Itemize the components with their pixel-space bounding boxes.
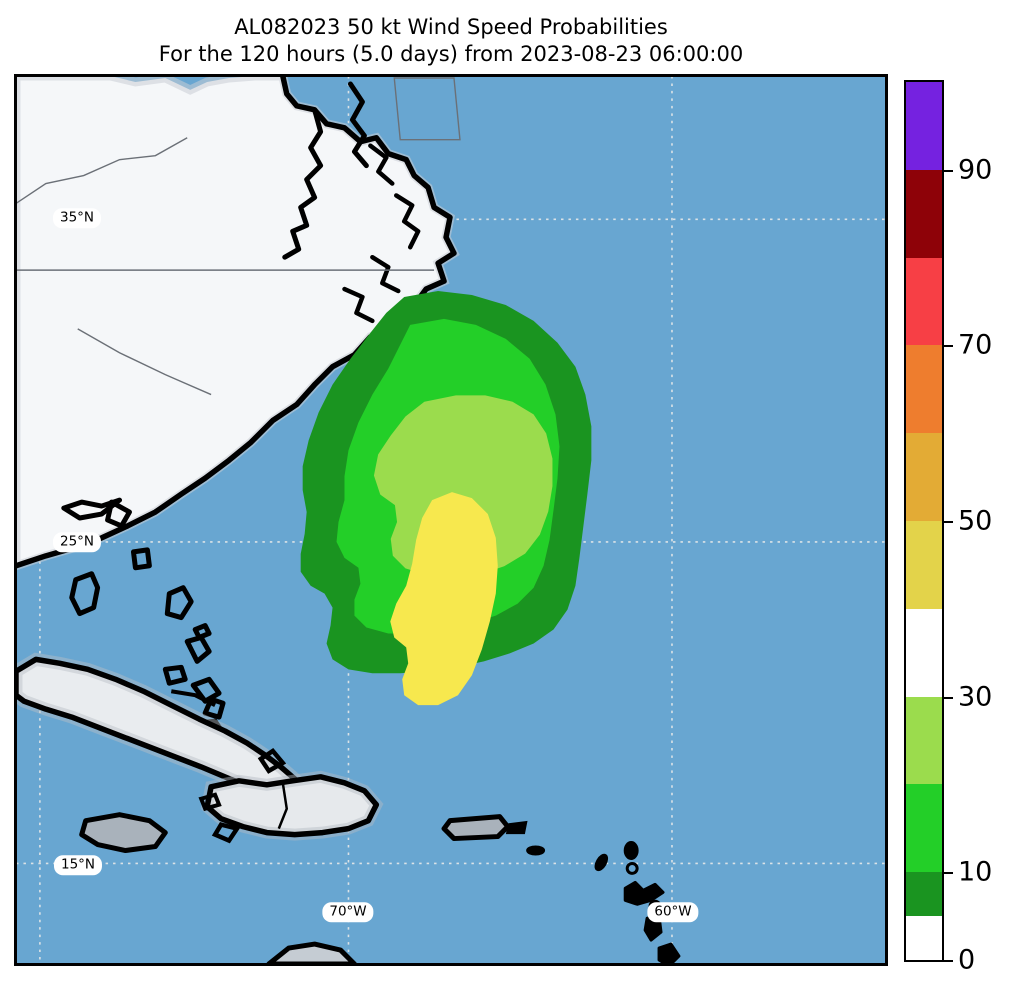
map-canvas bbox=[16, 76, 886, 964]
state-borders bbox=[16, 77, 461, 396]
colorbar-tick-90 bbox=[944, 169, 953, 172]
colorbar-band-80-90 bbox=[906, 169, 942, 258]
colorbar-tick-10 bbox=[944, 872, 953, 875]
land-chesapeake-detail bbox=[282, 81, 421, 324]
lon-label-60w: 60°W bbox=[647, 902, 699, 922]
land-hispaniola bbox=[198, 770, 384, 844]
colorbar-band-40-50 bbox=[906, 520, 942, 609]
colorbar-band-60-70 bbox=[906, 345, 942, 434]
colorbar-tick-label-90: 90 bbox=[958, 154, 993, 186]
lat-label-25n: 25°N bbox=[52, 532, 102, 552]
map-graphics bbox=[16, 76, 886, 964]
land-jamaica bbox=[79, 812, 168, 853]
landmasses bbox=[16, 76, 681, 964]
colorbar-band-0-5 bbox=[906, 916, 942, 960]
land-puerto-rico bbox=[441, 814, 528, 842]
colorbar-band-5-10 bbox=[906, 872, 942, 917]
colorbar-tick-label-10: 10 bbox=[958, 856, 993, 888]
title-line-primary: AL082023 50 kt Wind Speed Probabilities bbox=[234, 15, 668, 39]
land-south-edge bbox=[266, 941, 357, 964]
lat-label-15n: 15°N bbox=[53, 855, 103, 875]
colorbar-band-30-40 bbox=[906, 609, 942, 697]
colorbar-gradient bbox=[904, 80, 944, 962]
colorbar-tick-label-30: 30 bbox=[958, 681, 993, 713]
lon-label-70w: 70°W bbox=[322, 902, 374, 922]
title-line-secondary: For the 120 hours (5.0 days) from 2023-0… bbox=[158, 41, 744, 66]
colorbar-band-90-100 bbox=[906, 82, 942, 170]
colorbar-tick-label-0: 0 bbox=[958, 944, 976, 976]
colorbar[interactable]: 0 10 30 50 70 90 bbox=[904, 80, 992, 976]
probability-contours bbox=[300, 291, 592, 706]
lat-label-35n: 35°N bbox=[52, 208, 102, 228]
colorbar-band-20-30 bbox=[906, 696, 942, 785]
figure-title: AL082023 50 kt Wind Speed Probabilities … bbox=[0, 14, 902, 68]
colorbar-tick-label-70: 70 bbox=[958, 329, 993, 361]
colorbar-band-70-80 bbox=[906, 257, 942, 346]
contour-band-30pct bbox=[390, 492, 498, 706]
map-axes[interactable] bbox=[14, 74, 888, 966]
colorbar-band-10-20 bbox=[906, 784, 942, 873]
colorbar-band-50-60 bbox=[906, 433, 942, 521]
colorbar-tick-30 bbox=[944, 696, 953, 699]
colorbar-tick-0 bbox=[944, 960, 953, 962]
colorbar-tick-label-50: 50 bbox=[958, 505, 993, 537]
colorbar-tick-50 bbox=[944, 521, 953, 523]
colorbar-tick-70 bbox=[944, 345, 953, 348]
